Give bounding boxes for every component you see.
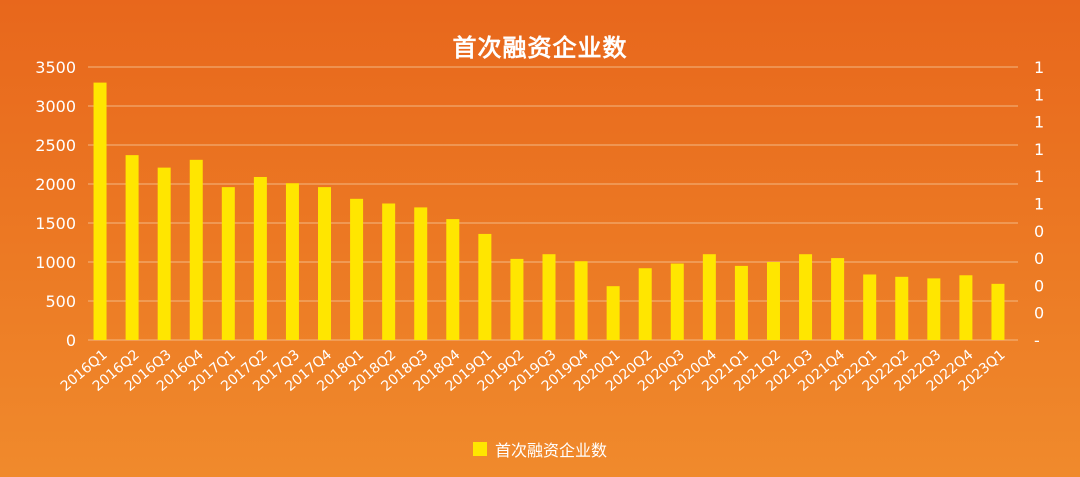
y2-tick-label: 1 xyxy=(1034,167,1044,186)
y2-tick-label: 1 xyxy=(1034,113,1044,132)
bar xyxy=(189,159,203,340)
chart-title: 首次融资企业数 xyxy=(452,34,628,62)
y-tick-label: 1500 xyxy=(35,214,76,233)
bar xyxy=(318,187,332,340)
bar xyxy=(959,275,973,340)
bar xyxy=(93,82,107,340)
legend-label: 首次融资企业数 xyxy=(494,441,607,460)
bar xyxy=(125,155,139,340)
bar xyxy=(766,262,780,340)
bar xyxy=(350,198,364,340)
bar xyxy=(253,176,267,340)
y2-tick-label: 0 xyxy=(1034,222,1044,241)
bar xyxy=(446,219,460,340)
y2-tick-label: - xyxy=(1034,331,1040,350)
bar xyxy=(382,203,396,340)
y2-tick-label: 0 xyxy=(1034,249,1044,268)
bar xyxy=(414,207,428,340)
y-tick-label: 3000 xyxy=(35,97,76,116)
y2-tick-label: 0 xyxy=(1034,304,1044,323)
bar xyxy=(670,263,684,340)
bar xyxy=(799,254,813,340)
bar xyxy=(510,258,524,340)
legend-swatch xyxy=(472,442,487,456)
bar xyxy=(157,167,171,340)
bar xyxy=(285,183,299,340)
bar xyxy=(702,254,716,340)
bar xyxy=(574,261,588,340)
legend: 首次融资企业数 xyxy=(0,437,1080,461)
y2-tick-label: 1 xyxy=(1034,140,1044,159)
bar xyxy=(606,286,620,340)
bar xyxy=(221,187,235,340)
bar xyxy=(863,274,877,340)
y2-tick-label: 1 xyxy=(1034,58,1044,77)
bar xyxy=(478,233,492,340)
y-tick-label: 1000 xyxy=(35,253,76,272)
y-tick-label: 2000 xyxy=(35,175,76,194)
y2-tick-label: 0 xyxy=(1034,276,1044,295)
y-tick-label: 3500 xyxy=(35,58,76,77)
y2-tick-label: 1 xyxy=(1034,195,1044,214)
bar xyxy=(542,254,556,340)
bar xyxy=(638,268,652,340)
y-tick-label: 0 xyxy=(66,331,76,350)
y2-tick-label: 1 xyxy=(1034,85,1044,104)
bar xyxy=(734,265,748,340)
y-tick-label: 2500 xyxy=(35,136,76,155)
bar xyxy=(831,258,845,340)
y-tick-label: 500 xyxy=(45,292,76,311)
bar xyxy=(991,283,1005,340)
bar xyxy=(895,276,909,340)
bar xyxy=(927,278,941,340)
